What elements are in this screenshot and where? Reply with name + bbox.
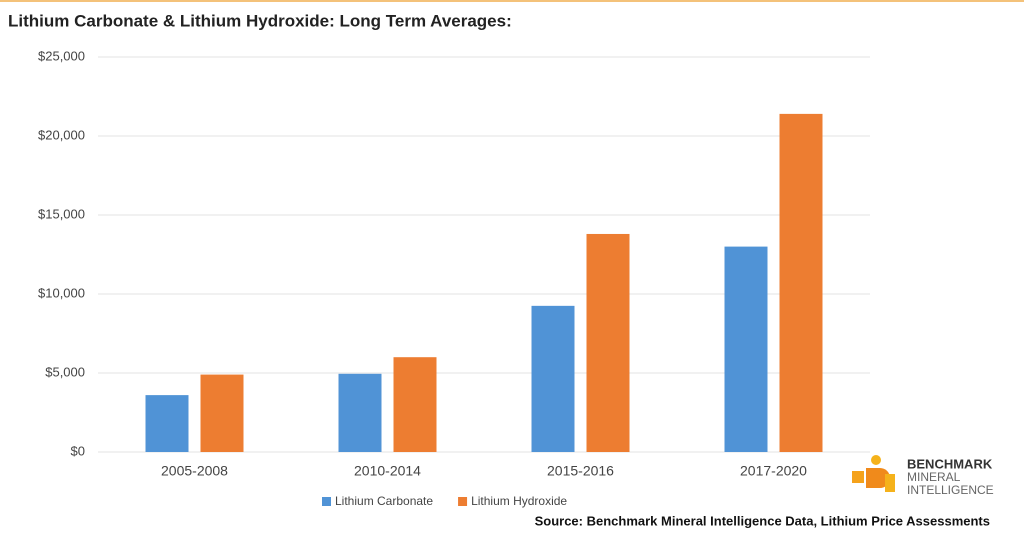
bar	[145, 395, 189, 452]
logo-shape	[866, 468, 890, 488]
y-tick-label: $10,000	[38, 285, 85, 300]
bar	[724, 246, 768, 452]
x-tick-label: 2010-2014	[354, 463, 421, 479]
y-tick-label: $0	[71, 443, 85, 458]
logo-text: INTELLIGENCE	[907, 483, 994, 497]
logo: BENCHMARK MINERAL INTELLIGENCE	[852, 455, 994, 497]
y-tick-label: $25,000	[38, 48, 85, 63]
logo-dot	[871, 455, 881, 465]
legend-label: Lithium Hydroxide	[471, 494, 567, 508]
logo-text: BENCHMARK	[907, 456, 993, 471]
bar	[338, 373, 382, 452]
bar	[200, 374, 244, 452]
y-tick-label: $5,000	[45, 364, 85, 379]
legend-swatch	[322, 497, 331, 506]
logo-text: MINERAL	[907, 470, 961, 484]
bar	[531, 305, 575, 452]
y-tick-label: $15,000	[38, 206, 85, 221]
bar	[586, 233, 630, 452]
legend-swatch	[458, 497, 468, 506]
chart-title: Lithium Carbonate & Lithium Hydroxide: L…	[8, 11, 512, 30]
x-tick-label: 2017-2020	[740, 463, 807, 479]
legend-label: Lithium Carbonate	[335, 494, 433, 508]
x-tick-label: 2005-2008	[161, 463, 228, 479]
source-note: Source: Benchmark Mineral Intelligence D…	[535, 513, 990, 528]
x-tick-label: 2015-2016	[547, 463, 614, 479]
bar	[393, 357, 437, 452]
logo-shape	[885, 474, 895, 492]
y-tick-label: $20,000	[38, 127, 85, 142]
top-rule	[0, 0, 1024, 2]
bar	[779, 113, 823, 452]
logo-shape	[852, 471, 864, 483]
